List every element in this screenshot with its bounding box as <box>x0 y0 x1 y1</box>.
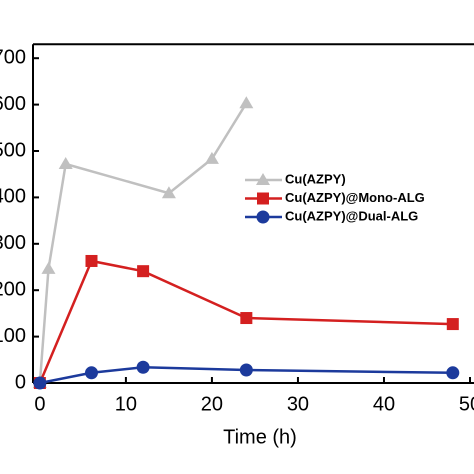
marker <box>240 312 253 325</box>
marker <box>136 360 150 374</box>
marker <box>446 318 459 331</box>
x-tick-label: 10 <box>115 393 137 415</box>
x-tick-label: 20 <box>201 393 223 415</box>
marker <box>58 156 73 169</box>
marker <box>239 96 254 109</box>
marker <box>33 376 47 390</box>
y-tick-label: 500 <box>0 139 26 161</box>
marker <box>256 173 270 185</box>
legend-label: Cu(AZPY) <box>285 171 346 186</box>
marker <box>161 186 176 199</box>
marker <box>84 366 98 380</box>
marker <box>446 366 460 380</box>
x-tick-label: 50 <box>459 393 474 415</box>
y-tick-label: 300 <box>0 232 26 254</box>
x-tick-label: 30 <box>287 393 309 415</box>
marker <box>41 261 56 274</box>
x-axis-label: Time (h) <box>223 426 297 448</box>
marker <box>85 254 98 267</box>
y-tick-label: 400 <box>0 186 26 208</box>
marker <box>256 210 270 224</box>
marker <box>137 265 150 278</box>
y-tick-label: 100 <box>0 325 26 347</box>
marker <box>239 363 253 377</box>
x-tick-label: 40 <box>373 393 395 415</box>
y-tick-label: 700 <box>0 46 26 68</box>
marker <box>204 151 219 164</box>
y-tick-label: 200 <box>0 278 26 300</box>
series-line <box>38 102 248 384</box>
legend-label: Cu(AZPY)@Dual-ALG <box>285 208 418 223</box>
x-tick-label: 0 <box>34 393 45 415</box>
y-tick-label: 600 <box>0 93 26 115</box>
legend-label: Cu(AZPY)@Mono-ALG <box>285 190 425 205</box>
marker <box>257 192 269 205</box>
y-tick-label: 0 <box>15 371 26 393</box>
